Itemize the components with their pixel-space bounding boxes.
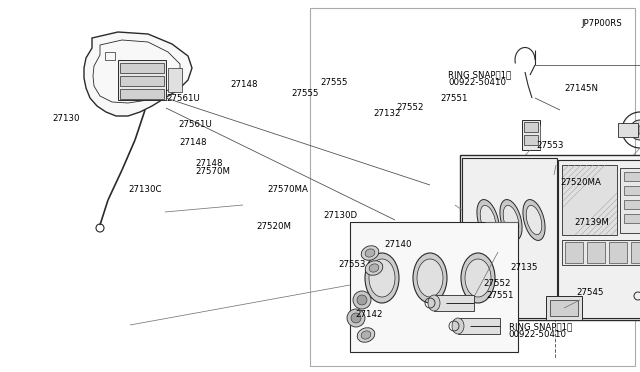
Ellipse shape — [365, 253, 399, 303]
Ellipse shape — [477, 199, 499, 240]
Ellipse shape — [347, 309, 365, 327]
Ellipse shape — [500, 199, 522, 240]
Text: 27142: 27142 — [355, 310, 383, 319]
Bar — [624, 200, 640, 209]
Text: 27148: 27148 — [230, 80, 258, 89]
Bar — [522, 120, 540, 150]
Bar — [558, 160, 640, 318]
Bar — [562, 165, 617, 235]
Text: 27553: 27553 — [338, 260, 365, 269]
Ellipse shape — [365, 249, 375, 257]
Text: 27130C: 27130C — [128, 185, 161, 194]
Ellipse shape — [361, 331, 371, 339]
Text: 27130D: 27130D — [323, 211, 357, 219]
Text: 27561U: 27561U — [166, 94, 200, 103]
Bar — [624, 214, 640, 223]
Bar — [458, 318, 500, 334]
Text: 00922-50410: 00922-50410 — [448, 78, 506, 87]
Polygon shape — [84, 32, 192, 116]
Text: 27140: 27140 — [384, 240, 412, 249]
Text: 27132: 27132 — [374, 109, 401, 118]
Bar — [565, 242, 583, 263]
Text: 27551: 27551 — [486, 291, 514, 300]
Bar — [546, 296, 582, 320]
Text: 27145N: 27145N — [564, 84, 598, 93]
Ellipse shape — [357, 328, 375, 342]
Ellipse shape — [369, 264, 379, 272]
Bar — [120, 76, 164, 86]
Text: 27555: 27555 — [291, 89, 319, 98]
Text: 27520M: 27520M — [256, 222, 291, 231]
Bar — [105, 52, 115, 60]
Bar — [350, 222, 518, 352]
Bar — [620, 168, 640, 233]
Text: RING SNAP（1）: RING SNAP（1） — [509, 322, 572, 331]
Bar — [460, 155, 640, 320]
Bar — [624, 186, 640, 195]
Bar — [587, 242, 605, 263]
Text: 27148: 27148 — [179, 138, 207, 147]
Ellipse shape — [526, 205, 542, 235]
Text: 27139M: 27139M — [575, 218, 609, 227]
Circle shape — [636, 126, 640, 134]
Bar — [624, 172, 640, 181]
Ellipse shape — [428, 295, 440, 311]
Ellipse shape — [461, 253, 495, 303]
Text: 27570MA: 27570MA — [268, 185, 308, 194]
Text: 27552: 27552 — [397, 103, 424, 112]
Bar — [550, 300, 578, 316]
Bar — [118, 60, 166, 100]
Bar — [462, 158, 557, 318]
Bar — [466, 285, 482, 295]
Ellipse shape — [357, 295, 367, 305]
Bar — [120, 63, 164, 73]
Ellipse shape — [413, 253, 447, 303]
Bar — [631, 242, 640, 263]
Text: 27552: 27552 — [483, 279, 511, 288]
Text: JP7P00RS: JP7P00RS — [581, 19, 622, 28]
Bar — [562, 240, 640, 265]
Ellipse shape — [365, 261, 383, 275]
Text: 27545: 27545 — [576, 288, 604, 296]
Text: 27553: 27553 — [536, 141, 564, 150]
Ellipse shape — [452, 318, 464, 334]
Bar — [434, 295, 474, 311]
Text: 27551: 27551 — [440, 94, 468, 103]
Ellipse shape — [361, 246, 379, 260]
Text: 00922-50410: 00922-50410 — [509, 330, 567, 339]
Ellipse shape — [353, 291, 371, 309]
Text: 27148: 27148 — [195, 159, 223, 168]
Text: 27555: 27555 — [320, 78, 348, 87]
Text: 27561U: 27561U — [178, 120, 212, 129]
Ellipse shape — [480, 205, 496, 235]
Text: 27570M: 27570M — [195, 167, 230, 176]
Ellipse shape — [523, 199, 545, 240]
Ellipse shape — [351, 313, 361, 323]
Bar — [120, 89, 164, 99]
Circle shape — [630, 120, 640, 140]
Text: 27130: 27130 — [52, 114, 80, 123]
Bar — [466, 270, 482, 280]
Ellipse shape — [417, 259, 443, 297]
Bar — [310, 8, 635, 366]
Bar — [524, 122, 538, 132]
Bar — [524, 135, 538, 145]
Bar — [618, 123, 638, 137]
Ellipse shape — [465, 259, 491, 297]
Text: RING SNAP（1）: RING SNAP（1） — [448, 70, 511, 79]
Text: 27520MA: 27520MA — [560, 178, 601, 187]
Bar — [609, 242, 627, 263]
Ellipse shape — [503, 205, 519, 235]
Ellipse shape — [369, 259, 395, 297]
Bar — [168, 68, 182, 92]
Text: 27135: 27135 — [511, 263, 538, 272]
